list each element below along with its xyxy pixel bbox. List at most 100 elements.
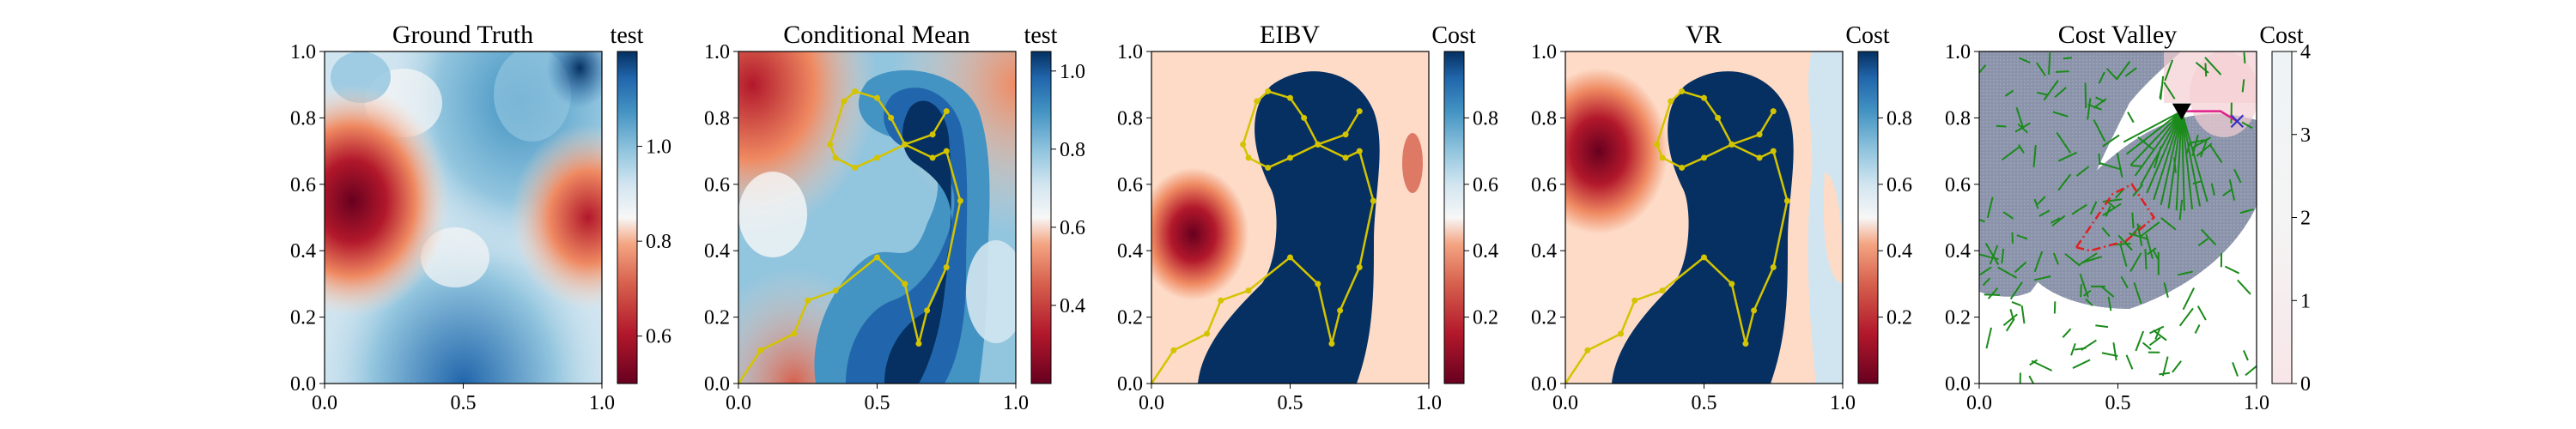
tree-edge: [2033, 251, 2044, 273]
tree-edge: [2140, 111, 2183, 186]
path-waypoint: [1337, 307, 1344, 314]
y-tick-label: 0.6: [1531, 174, 1557, 196]
path-waypoint: [1356, 148, 1363, 154]
path-waypoint: [1770, 108, 1777, 115]
tree-edge: [2196, 142, 2213, 157]
path-waypoint: [1659, 154, 1666, 161]
tree-edge: [2034, 275, 2051, 281]
tree-edge: [2112, 342, 2117, 361]
tree-edge: [2160, 111, 2183, 206]
path-waypoint: [1254, 98, 1261, 105]
tree-edge: [2159, 372, 2171, 376]
tree-edge: [2147, 247, 2157, 256]
tree-edge: [2178, 307, 2194, 327]
path-waypoint: [841, 98, 848, 105]
tree-edge: [2057, 173, 2072, 191]
tree-edge: [2081, 256, 2103, 264]
y-tick-label: 1.0: [1531, 41, 1557, 63]
path-waypoint: [1151, 380, 1155, 384]
chart-title: Ground Truth: [392, 21, 533, 49]
tree-edge: [2142, 341, 2152, 350]
heatmap-ground-truth: [325, 51, 602, 384]
path-waypoint: [1701, 254, 1707, 261]
y-tick-label: 1.0: [1945, 41, 1971, 63]
colorbar-title: Cost: [1845, 22, 1890, 49]
colorbar-tick-label: 0.8: [1473, 107, 1498, 130]
tree-edge: [2056, 131, 2072, 154]
tree-edge: [1984, 243, 2000, 266]
y-tick-label: 0.6: [704, 174, 730, 196]
tree-edge: [2036, 62, 2046, 76]
y-tick-label: 0.6: [1945, 174, 1971, 196]
x-ticks: 0.0 0.5 1.0: [1552, 384, 1856, 414]
tree-edge: [2128, 233, 2149, 240]
tree-edge: [2127, 112, 2135, 124]
tree-edge: [2129, 252, 2142, 273]
x-tick-label: 1.0: [1416, 392, 1442, 414]
colorbar-tick-label: 4: [2300, 41, 2311, 63]
path-waypoint: [1315, 141, 1321, 148]
tree-edge: [2233, 168, 2242, 184]
tree-edge: [2222, 188, 2233, 196]
colorbar-title: Cost: [1431, 22, 1476, 49]
sampling-path: [738, 88, 963, 384]
tree-edge: [2105, 205, 2111, 217]
path-waypoint: [902, 141, 908, 148]
colorbar-ticks: 0.2 0.4 0.6 0.8: [1878, 107, 1912, 329]
tree-edge: [1987, 287, 1999, 299]
tree-edge: [2134, 111, 2183, 177]
tree-edge: [2077, 252, 2098, 267]
tree-edge: [2124, 67, 2137, 77]
tree-edge: [2114, 188, 2125, 199]
x-ticks: 0.0 0.5 1.0: [1966, 384, 2269, 414]
tree-edge: [2071, 203, 2087, 215]
tree-edge: [2056, 70, 2069, 73]
colorbar-tick-label: 0.8: [1886, 107, 1912, 130]
panel-vr: VR 0.0 0.5 1.0 0.0 0.2 0.4 0.6 0.8 1.0 Cost 0.2…: [1531, 21, 1912, 414]
colorbar-tick-label: 1.0: [646, 136, 671, 159]
colorbar-tick-label: 0.6: [1886, 174, 1912, 196]
tree-edge: [2028, 375, 2035, 384]
path-waypoint: [1756, 154, 1763, 161]
tree-edge: [2052, 111, 2069, 118]
tree-edge: [2050, 217, 2061, 224]
x-tick-label: 0.0: [312, 392, 337, 414]
tree-edge: [2160, 217, 2177, 231]
tree-edge: [2089, 201, 2098, 215]
tree-edge: [2129, 110, 2183, 166]
tree-edge: [2101, 352, 2118, 358]
tree-edge: [2053, 301, 2057, 314]
tree-edge: [1986, 196, 1994, 219]
tree-edge: [2243, 52, 2246, 63]
y-tick-label: 0.4: [1531, 240, 1557, 263]
tree-edge: [2095, 96, 2105, 103]
tree-edge: [2015, 106, 2025, 130]
tree-edge: [2194, 324, 2201, 334]
tree-edge: [2167, 111, 2183, 209]
path-waypoint: [1240, 141, 1247, 148]
chart-title: Cost Valley: [2058, 21, 2178, 49]
y-tick-label: 0.4: [1117, 240, 1143, 263]
colorbar-ticks: 0.4 0.6 0.8 1.0: [1051, 61, 1085, 317]
path-waypoint: [757, 347, 764, 353]
chart-title: Conditional Mean: [783, 21, 969, 49]
y-ticks: 0.0 0.2 0.4 0.6 0.8 1.0: [704, 41, 738, 396]
sampling-path: [1565, 88, 1790, 384]
path-waypoint: [874, 254, 880, 261]
path-waypoint: [943, 148, 950, 154]
path-waypoint: [1245, 154, 1252, 161]
path-waypoint: [915, 341, 922, 347]
y-tick-label: 1.0: [290, 41, 316, 63]
tree-edge: [2146, 111, 2183, 194]
panel-ground-truth: Ground Truth 0.0 0.5 1.0 0.0 0.2 0.4 0.6 0.8 1.…: [290, 21, 671, 414]
colorbar-tick-label: 2: [2300, 208, 2311, 230]
y-tick-label: 0.8: [1531, 107, 1557, 130]
colorbar-tick-label: 1: [2300, 290, 2311, 312]
tree-edge: [2200, 138, 2208, 158]
tree-edge: [2054, 87, 2067, 99]
tree-edge: [2195, 61, 2209, 74]
tree-edge: [1979, 266, 1992, 276]
panel-eibv: EIBV 0.0 0.5 1.0 0.0 0.2 0.4 0.6 0.8 1.0 Cost 0…: [1117, 21, 1498, 414]
y-tick-label: 0.8: [1117, 107, 1143, 130]
colorbar: [617, 51, 638, 384]
